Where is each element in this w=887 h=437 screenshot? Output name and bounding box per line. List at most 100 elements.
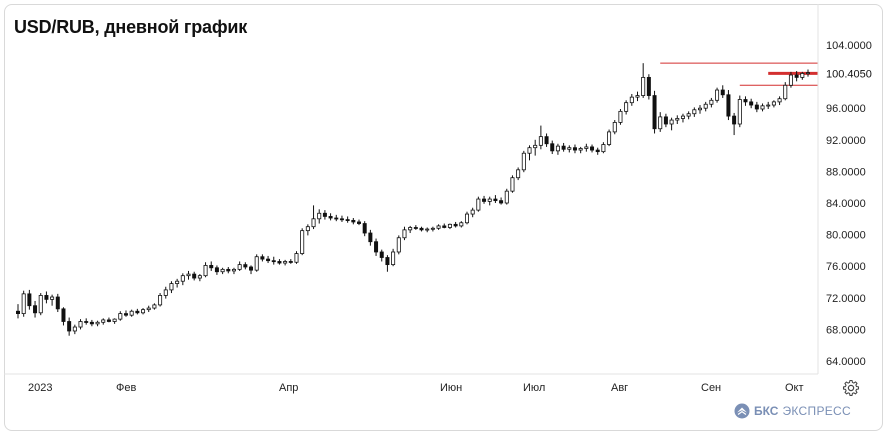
candle-body-up xyxy=(788,74,793,86)
candle-body-up xyxy=(800,73,805,78)
candle xyxy=(305,224,310,236)
candle-body-up xyxy=(464,213,469,224)
candle xyxy=(783,82,788,101)
candle xyxy=(328,213,333,221)
candle xyxy=(476,196,481,212)
candle-body-up xyxy=(391,251,396,266)
candle xyxy=(527,145,532,161)
candle-body-up xyxy=(152,304,157,309)
y-tick-label: 88.0000 xyxy=(826,166,866,178)
candle xyxy=(612,120,617,135)
candle-body-up xyxy=(601,144,606,153)
candle xyxy=(521,150,526,173)
candle-body-up xyxy=(771,101,776,106)
candle xyxy=(766,101,771,109)
candle-body-up xyxy=(607,131,612,145)
candle xyxy=(686,111,691,120)
candle xyxy=(777,96,782,106)
price-levels xyxy=(660,62,818,86)
candle-body-up xyxy=(680,115,685,119)
candle-body-up xyxy=(783,84,788,100)
chart-title: USD/RUB, дневной график xyxy=(14,17,248,37)
candle xyxy=(266,255,271,264)
candle xyxy=(158,293,163,307)
candle-body-up xyxy=(141,309,146,314)
candle xyxy=(135,308,140,315)
candle xyxy=(288,259,293,264)
x-tick-label: Фев xyxy=(116,382,136,394)
x-tick-label: Июн xyxy=(440,382,462,394)
brand-name: БКС xyxy=(754,404,779,418)
candle-body-down xyxy=(732,115,737,125)
candle xyxy=(504,188,509,205)
candle-body-up xyxy=(237,264,242,270)
candle xyxy=(698,105,703,114)
x-tick-label: Сен xyxy=(701,382,721,394)
candle xyxy=(663,113,668,128)
candle-body-up xyxy=(50,296,55,300)
candle-body-down xyxy=(226,268,231,272)
candle-body-down xyxy=(209,265,214,269)
candle xyxy=(357,219,362,226)
candle-body-up xyxy=(737,99,742,125)
y-tick-label: 96.0000 xyxy=(826,103,866,115)
candle-body-up xyxy=(487,198,492,202)
candle xyxy=(459,221,464,228)
candle-body-up xyxy=(686,113,691,117)
candle-body-up xyxy=(641,76,646,96)
bks-logo-icon xyxy=(734,403,750,419)
candle-body-up xyxy=(692,109,697,115)
candle xyxy=(538,125,543,150)
candle-body-down xyxy=(61,308,66,322)
candle-body-up xyxy=(78,321,83,328)
candle-body-down xyxy=(561,145,566,150)
candle-body-down xyxy=(33,305,38,314)
candles-group xyxy=(15,63,811,336)
x-tick-label: Окт xyxy=(785,382,804,394)
candle xyxy=(192,271,197,281)
candle xyxy=(675,115,680,124)
candle-body-down xyxy=(595,149,600,153)
candle-body-up xyxy=(698,107,703,111)
candle-body-up xyxy=(766,104,771,107)
y-tick-label: 104.0000 xyxy=(826,40,872,52)
candle-body-up xyxy=(703,103,708,109)
candle xyxy=(197,274,202,282)
candle xyxy=(78,319,83,330)
candle xyxy=(21,290,26,317)
candle xyxy=(379,249,384,262)
candle xyxy=(209,261,214,271)
candle xyxy=(754,101,759,113)
candle xyxy=(726,90,731,121)
candle xyxy=(146,305,151,313)
candle-body-down xyxy=(106,319,111,322)
candle xyxy=(129,309,134,317)
chart-card xyxy=(4,4,883,431)
candle xyxy=(175,278,180,288)
candle-body-up xyxy=(510,177,515,192)
candle xyxy=(317,209,322,224)
gear-icon[interactable] xyxy=(842,379,860,397)
candle-body-up xyxy=(533,144,538,149)
candle-body-up xyxy=(283,261,288,264)
candle xyxy=(794,71,799,82)
candle xyxy=(339,215,344,222)
candle xyxy=(487,196,492,206)
y-tick-label: 72.0000 xyxy=(826,293,866,305)
candle-body-down xyxy=(754,104,759,110)
candle-body-down xyxy=(368,232,373,243)
candle xyxy=(743,96,748,106)
y-tick-label: 80.0000 xyxy=(826,230,866,242)
candle xyxy=(635,91,640,102)
candle-body-up xyxy=(470,209,475,215)
candle xyxy=(419,226,424,232)
candle-body-up xyxy=(317,212,322,220)
candle xyxy=(67,317,72,336)
candle-body-up xyxy=(163,289,168,296)
candle-body-up xyxy=(220,268,225,273)
candle xyxy=(771,100,776,108)
y-axis: 64.0000 68.0000 72.0000 76.0000 80.0000 84.00… xyxy=(826,40,872,368)
candle xyxy=(152,303,157,310)
candle-body-up xyxy=(760,105,765,110)
